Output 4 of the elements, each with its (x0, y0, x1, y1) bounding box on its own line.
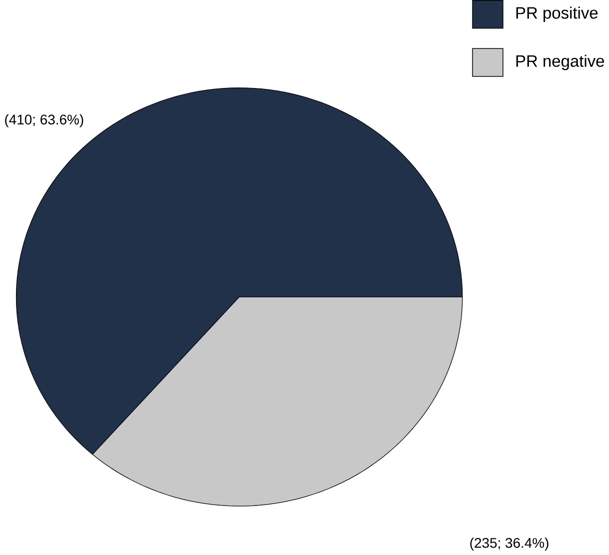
legend-label: PR positive (516, 6, 598, 22)
legend-label: PR negative (516, 54, 604, 70)
data-label: (410; 63.6%) (5, 114, 84, 128)
data-label: (235; 36.4%) (470, 538, 548, 551)
